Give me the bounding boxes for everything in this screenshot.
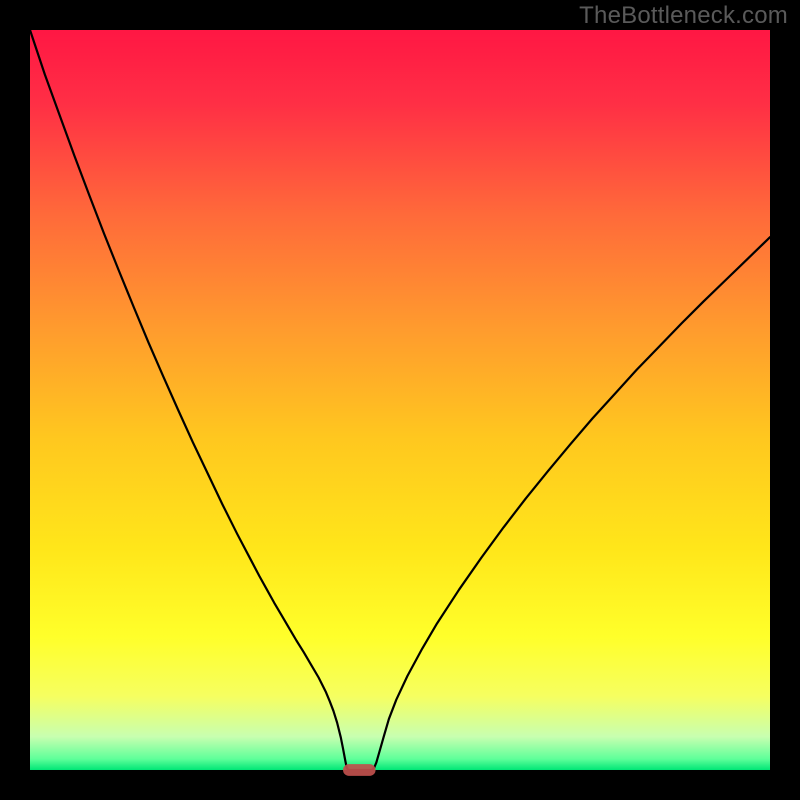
chart-root: TheBottleneck.com (0, 0, 800, 800)
plot-background-gradient (30, 30, 770, 770)
vertex-marker (343, 764, 376, 776)
chart-svg (0, 0, 800, 800)
watermark-label: TheBottleneck.com (579, 2, 788, 30)
